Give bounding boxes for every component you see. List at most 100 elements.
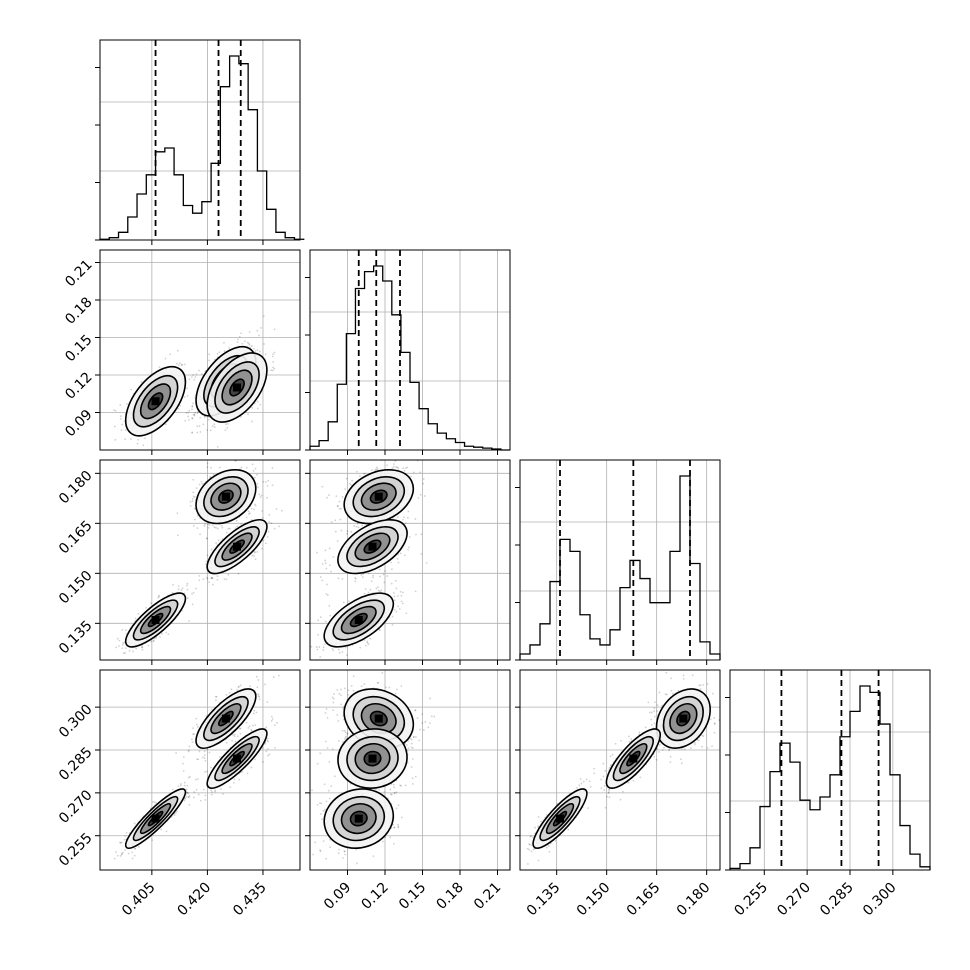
scatter-point xyxy=(257,486,259,489)
scatter-point xyxy=(210,793,213,796)
scatter-point xyxy=(250,345,253,348)
scatter-point xyxy=(131,857,134,860)
scatter-point xyxy=(261,516,264,519)
scatter-point xyxy=(137,438,140,441)
scatter-point xyxy=(193,378,196,381)
scatter-point xyxy=(346,532,349,535)
scatter-point xyxy=(165,830,168,833)
scatter-point xyxy=(258,696,261,698)
scatter-point xyxy=(372,574,375,577)
scatter-point xyxy=(264,353,267,356)
scatter-point xyxy=(151,839,154,842)
scatter-point xyxy=(226,455,228,457)
scatter-point xyxy=(361,524,364,527)
scatter-point xyxy=(377,586,379,589)
scatter-point xyxy=(192,495,195,498)
scatter-point xyxy=(118,639,121,642)
scatter-point xyxy=(325,800,328,803)
scatter-point xyxy=(119,404,122,406)
scatter-point xyxy=(321,579,324,582)
scatter-point xyxy=(225,578,228,581)
scatter-point xyxy=(223,341,225,344)
scatter-point xyxy=(257,695,260,697)
density-peak xyxy=(221,492,230,501)
scatter-point xyxy=(316,551,318,554)
scatter-point xyxy=(208,751,211,754)
scatter-point xyxy=(392,592,395,594)
scatter-point xyxy=(345,477,348,480)
scatter-point xyxy=(346,530,349,533)
scatter-point xyxy=(181,363,183,366)
scatter-point xyxy=(324,562,327,565)
scatter-point xyxy=(266,496,268,499)
scatter-point xyxy=(119,841,122,844)
panel-grid xyxy=(347,250,498,450)
scatter-point xyxy=(402,518,404,521)
scatter-point xyxy=(396,516,399,519)
density-peak xyxy=(151,814,160,823)
scatter-point xyxy=(238,335,241,338)
y-tick-label: 0.255 xyxy=(56,830,96,870)
scatter-point xyxy=(356,522,359,525)
scatter-point xyxy=(191,431,194,434)
scatter-point xyxy=(140,381,143,383)
y-tick-label: 0.165 xyxy=(56,518,96,558)
scatter-point xyxy=(262,760,264,763)
scatter-point xyxy=(223,578,226,580)
scatter-point xyxy=(255,675,258,678)
scatter-point xyxy=(193,413,196,416)
scatter-point xyxy=(362,573,365,576)
scatter-point xyxy=(193,507,196,510)
scatter-point xyxy=(201,756,204,759)
scatter-point xyxy=(136,442,139,445)
density-peak xyxy=(233,754,242,763)
scatter-point xyxy=(414,456,416,458)
panel-grid xyxy=(151,40,264,240)
scatter-point xyxy=(332,649,335,652)
scatter-point xyxy=(202,578,205,581)
scatter-point xyxy=(198,483,201,486)
scatter-point xyxy=(326,583,328,586)
scatter-point xyxy=(366,641,369,644)
scatter-point xyxy=(121,628,124,631)
scatter-point xyxy=(320,802,323,805)
scatter-point xyxy=(375,466,378,469)
scatter-point xyxy=(123,838,126,841)
scatter-point xyxy=(121,643,124,646)
scatter-point xyxy=(273,367,276,370)
scatter-point xyxy=(114,438,117,441)
scatter-point xyxy=(177,588,180,591)
scatter-point xyxy=(191,405,194,408)
scatter-point xyxy=(188,796,190,799)
scatter-point xyxy=(196,412,199,415)
scatter-point xyxy=(234,740,237,743)
scatter-point xyxy=(195,373,198,376)
scatter-point xyxy=(225,741,228,744)
scatter-point xyxy=(188,378,191,381)
scatter-point xyxy=(214,699,217,702)
scatter-point xyxy=(383,581,386,584)
scatter-point xyxy=(369,637,372,640)
scatter-point xyxy=(210,576,213,579)
scatter-point xyxy=(251,554,254,557)
scatter-point xyxy=(321,563,324,565)
scatter-point xyxy=(401,602,404,605)
scatter-point xyxy=(237,338,239,341)
density-peak xyxy=(368,542,377,551)
scatter-point xyxy=(199,533,201,536)
scatter-point xyxy=(254,558,257,561)
scatter-point xyxy=(195,587,197,590)
scatter-point xyxy=(378,629,381,632)
panel-grid xyxy=(556,460,708,660)
scatter-point xyxy=(211,524,214,526)
scatter-point xyxy=(251,406,254,409)
scatter-point xyxy=(334,530,337,533)
scatter-point xyxy=(122,642,125,644)
scatter-point xyxy=(193,414,196,417)
scatter-point xyxy=(208,359,211,362)
histogram-step xyxy=(729,685,931,870)
scatter-point xyxy=(186,792,189,794)
scatter-point xyxy=(206,462,209,465)
scatter-point xyxy=(298,642,300,644)
scatter-point xyxy=(216,578,219,581)
